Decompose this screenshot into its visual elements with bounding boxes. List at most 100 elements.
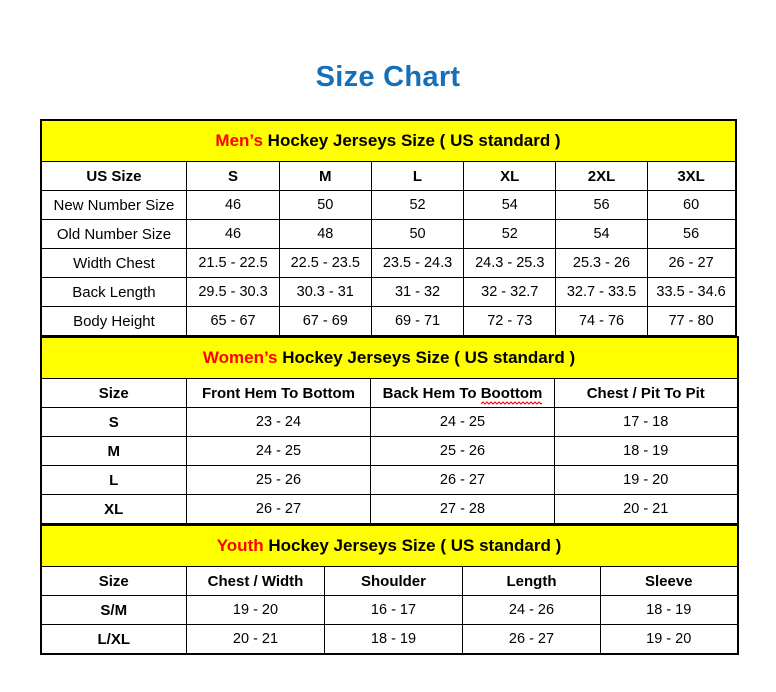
youth-row-0-label: S/M — [40, 595, 187, 625]
mens-row-4-val-4: 74 - 76 — [555, 306, 648, 336]
mens-row-0-val-4: 56 — [555, 190, 648, 220]
mens-section-header-row: Men’s Hockey Jerseys Size ( US standard … — [40, 119, 736, 162]
womens-row-1-label: M — [40, 436, 187, 466]
youth-col-4: Sleeve — [600, 566, 738, 596]
mens-row-2-val-3: 24.3 - 25.3 — [463, 248, 557, 278]
mens-row-2-val-2: 23.5 - 24.3 — [370, 248, 465, 278]
table-row: XL 26 - 27 27 - 28 20 - 21 — [40, 494, 739, 524]
mens-row-3-label: Back Length — [39, 277, 188, 307]
youth-col-0: Size — [40, 566, 187, 596]
youth-row-1-val-2: 26 - 27 — [462, 624, 601, 655]
mens-column-header-row: US Size S M L XL 2XL 3XL — [39, 161, 737, 191]
youth-row-1-val-0: 20 - 21 — [186, 624, 325, 655]
youth-section-accent: Youth — [216, 536, 264, 555]
youth-row-0-val-3: 18 - 19 — [600, 595, 738, 625]
table-row: L/XL 20 - 21 18 - 19 26 - 27 19 - 20 — [40, 624, 738, 655]
mens-row-3-val-0: 29.5 - 30.3 — [186, 277, 280, 307]
youth-col-2: Shoulder — [324, 566, 463, 596]
page-title: Size Chart — [315, 61, 461, 93]
youth-row-1-label: L/XL — [40, 624, 187, 655]
mens-row-2-val-4: 25.3 - 26 — [555, 248, 648, 278]
youth-column-header-row: Size Chest / Width Shoulder Length Sleev… — [40, 566, 738, 596]
misspelled-word: Boottom — [480, 384, 543, 405]
mens-row-4-val-2: 69 - 71 — [370, 306, 465, 336]
womens-size-table: Women’s Hockey Jerseys Size ( US standar… — [39, 336, 739, 524]
womens-row-2-label: L — [40, 465, 187, 495]
mens-row-2-val-5: 26 - 27 — [646, 248, 737, 278]
youth-col-3: Length — [462, 566, 601, 596]
womens-col-2-prefix: Back Hem To — [382, 384, 481, 402]
mens-col-6: 3XL — [646, 161, 737, 191]
mens-section-accent: Men’s — [215, 131, 263, 150]
table-row: Old Number Size 46 48 50 52 54 56 — [39, 219, 737, 249]
mens-row-4-val-1: 67 - 69 — [278, 306, 372, 336]
mens-col-2: M — [278, 161, 372, 191]
table-row: Body Height 65 - 67 67 - 69 69 - 71 72 -… — [39, 306, 737, 336]
youth-section-rest: Hockey Jerseys Size ( US standard ) — [263, 536, 562, 555]
youth-row-0-val-2: 24 - 26 — [462, 595, 601, 625]
youth-col-1: Chest / Width — [186, 566, 325, 596]
womens-col-2-misspelled-text: Boottom — [480, 384, 543, 402]
womens-row-3-val-2: 20 - 21 — [553, 494, 739, 524]
mens-row-2-val-1: 22.5 - 23.5 — [278, 248, 372, 278]
womens-col-0: Size — [40, 378, 187, 408]
mens-row-2-val-0: 21.5 - 22.5 — [186, 248, 280, 278]
mens-row-1-val-4: 54 — [555, 219, 648, 249]
mens-row-3-val-2: 31 - 32 — [370, 277, 465, 307]
table-row: Back Length 29.5 - 30.3 30.3 - 31 31 - 3… — [39, 277, 737, 307]
table-row: S/M 19 - 20 16 - 17 24 - 26 18 - 19 — [40, 595, 738, 625]
mens-row-1-val-1: 48 — [278, 219, 372, 249]
mens-row-3-val-4: 32.7 - 33.5 — [555, 277, 648, 307]
mens-col-1: S — [186, 161, 280, 191]
mens-row-1-label: Old Number Size — [39, 219, 188, 249]
womens-row-1-val-2: 18 - 19 — [553, 436, 739, 466]
mens-row-4-val-5: 77 - 80 — [646, 306, 737, 336]
youth-section-header: Youth Hockey Jerseys Size ( US standard … — [40, 524, 738, 567]
mens-col-0: US Size — [39, 161, 188, 191]
womens-row-3-label: XL — [40, 494, 187, 524]
womens-row-0-label: S — [40, 407, 187, 437]
mens-row-4-val-0: 65 - 67 — [186, 306, 280, 336]
table-row: M 24 - 25 25 - 26 18 - 19 — [40, 436, 739, 466]
womens-col-2: Back Hem To Boottom — [370, 378, 555, 408]
mens-row-0-val-2: 52 — [370, 190, 465, 220]
womens-row-0-val-1: 24 - 25 — [370, 407, 555, 437]
mens-row-0-val-1: 50 — [278, 190, 372, 220]
womens-row-3-val-1: 27 - 28 — [370, 494, 555, 524]
mens-row-1-val-3: 52 — [463, 219, 557, 249]
mens-section-rest: Hockey Jerseys Size ( US standard ) — [262, 131, 561, 150]
youth-row-0-val-0: 19 - 20 — [186, 595, 325, 625]
mens-row-0-val-5: 60 — [646, 190, 737, 220]
mens-row-2-label: Width Chest — [39, 248, 188, 278]
mens-col-5: 2XL — [555, 161, 648, 191]
table-row: S 23 - 24 24 - 25 17 - 18 — [40, 407, 739, 437]
mens-section-header: Men’s Hockey Jerseys Size ( US standard … — [40, 119, 736, 162]
mens-row-3-val-1: 30.3 - 31 — [278, 277, 372, 307]
womens-row-1-val-1: 25 - 26 — [370, 436, 555, 466]
womens-section-header-row: Women’s Hockey Jerseys Size ( US standar… — [40, 336, 738, 379]
womens-row-3-val-0: 26 - 27 — [186, 494, 371, 524]
youth-row-1-val-3: 19 - 20 — [600, 624, 738, 655]
mens-size-table: Men’s Hockey Jerseys Size ( US standard … — [39, 119, 737, 336]
mens-row-0-val-3: 54 — [463, 190, 557, 220]
mens-row-4-label: Body Height — [39, 306, 188, 336]
mens-row-4-val-3: 72 - 73 — [463, 306, 557, 336]
mens-row-3-val-3: 32 - 32.7 — [463, 277, 557, 307]
mens-row-0-val-0: 46 — [186, 190, 280, 220]
youth-row-1-val-1: 18 - 19 — [324, 624, 463, 655]
table-row: L 25 - 26 26 - 27 19 - 20 — [40, 465, 739, 495]
womens-col-1: Front Hem To Bottom — [186, 378, 371, 408]
womens-row-0-val-2: 17 - 18 — [553, 407, 739, 437]
womens-section-rest: Hockey Jerseys Size ( US standard ) — [277, 348, 576, 367]
womens-row-2-val-1: 26 - 27 — [370, 465, 555, 495]
youth-row-0-val-1: 16 - 17 — [324, 595, 463, 625]
mens-row-3-val-5: 33.5 - 34.6 — [646, 277, 737, 307]
womens-row-1-val-0: 24 - 25 — [186, 436, 371, 466]
table-row: New Number Size 46 50 52 54 56 60 — [39, 190, 737, 220]
mens-row-1-val-0: 46 — [186, 219, 280, 249]
size-chart-tables: Men’s Hockey Jerseys Size ( US standard … — [39, 119, 739, 655]
womens-row-2-val-2: 19 - 20 — [553, 465, 739, 495]
mens-row-1-val-2: 50 — [370, 219, 465, 249]
womens-section-accent: Women’s — [202, 348, 278, 367]
